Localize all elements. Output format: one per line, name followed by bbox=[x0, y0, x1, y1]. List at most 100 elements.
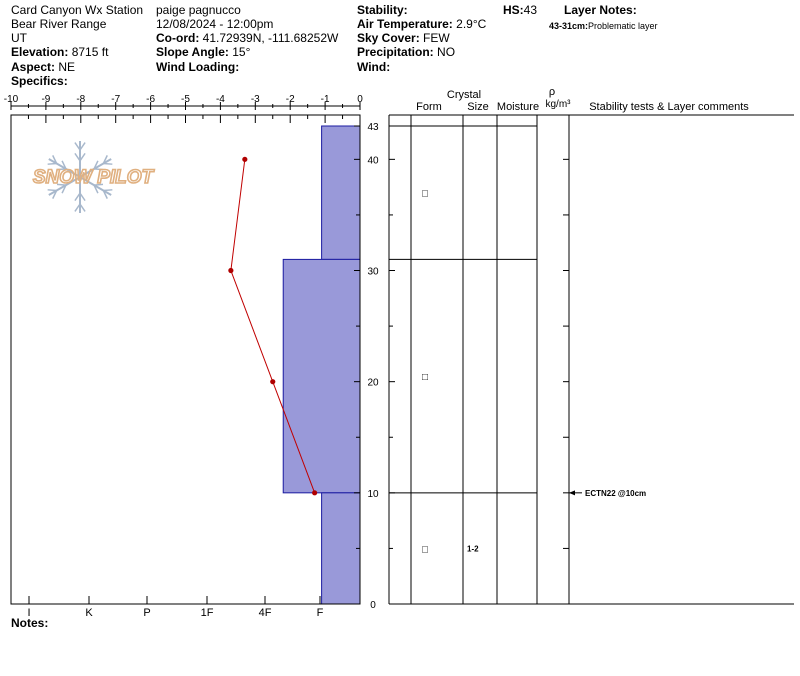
temp-tick-label: -7 bbox=[111, 94, 120, 105]
flake-branch bbox=[103, 162, 113, 165]
temp-tick-label: -3 bbox=[251, 94, 260, 105]
location-name: Card Canyon Wx Station bbox=[11, 3, 144, 17]
flake-arm bbox=[48, 158, 81, 178]
flake-branch bbox=[93, 160, 99, 170]
wind-loading-label: Wind Loading: bbox=[156, 60, 240, 74]
temp-tick-label: -5 bbox=[181, 94, 190, 105]
layer-notes-field: Layer Notes: bbox=[564, 3, 637, 17]
flake-branch bbox=[103, 189, 113, 192]
table-rows: □ □ □ 1-2 ECTN22 @10cm bbox=[389, 125, 646, 555]
depth-tick-label: 20 bbox=[367, 378, 379, 389]
depth-tick-label: 43 bbox=[367, 122, 379, 133]
depth-axis: 0 10 20 30 40 43 bbox=[354, 122, 569, 611]
precip-label: Precipitation: bbox=[357, 45, 434, 59]
temp-point bbox=[270, 379, 276, 385]
flake-branch bbox=[79, 192, 86, 202]
temp-tick-label: -9 bbox=[41, 94, 50, 105]
temperature-axis: -10 -9 -8 -7 -6 -5 -4 -3 -2 -1 0 bbox=[4, 94, 363, 123]
observation-datetime: 12/08/2024 - 12:00pm bbox=[156, 17, 274, 31]
flake-branch bbox=[52, 190, 58, 199]
stability-test-label: ECTN22 @10cm bbox=[585, 489, 646, 498]
layer-note: 43-31cm:Problematic layer bbox=[549, 19, 658, 33]
temp-point bbox=[312, 490, 318, 496]
temp-tick-label: -4 bbox=[216, 94, 225, 105]
depth-tick-label: 30 bbox=[367, 267, 379, 278]
specifics-label: Specifics: bbox=[11, 74, 68, 88]
depth-tick-label: 0 bbox=[370, 600, 376, 611]
temp-tick-label: -6 bbox=[146, 94, 155, 105]
temp-tick-label: 0 bbox=[357, 94, 363, 105]
logo-text: SNOW PILOT bbox=[33, 167, 155, 188]
air-temp-field: Air Temperature: 2.9°C bbox=[357, 17, 486, 31]
layer-form-symbol: □ bbox=[422, 372, 428, 383]
slope-label: Slope Angle: bbox=[156, 45, 229, 59]
hardness-tick-label: 1F bbox=[201, 607, 214, 619]
wind-loading-field: Wind Loading: bbox=[156, 60, 239, 74]
flake-branch bbox=[102, 155, 108, 164]
flake-branch bbox=[56, 183, 67, 186]
form-header: Form bbox=[416, 101, 442, 113]
flake-branch bbox=[74, 192, 81, 202]
snowpilot-logo: SNOW PILOT bbox=[32, 141, 155, 213]
hardness-tick-label: I bbox=[27, 607, 30, 619]
layer-note-range: 43-31cm: bbox=[549, 21, 589, 31]
specifics-field: Specifics: bbox=[11, 74, 68, 88]
temp-point bbox=[228, 267, 234, 274]
wind-field: Wind: bbox=[357, 60, 390, 74]
hardness-tick-label: K bbox=[85, 607, 93, 619]
temp-tick-label: -10 bbox=[4, 94, 19, 105]
layer-form-symbol: □ bbox=[422, 544, 428, 555]
temp-tick-label: -2 bbox=[286, 94, 295, 105]
sky-field: Sky Cover: FEW bbox=[357, 31, 450, 45]
sky-value: FEW bbox=[423, 31, 450, 45]
layer-table: Crystal Form Size Moisture ρ kg/m³ Stabi… bbox=[388, 86, 794, 605]
coord-value: 41.72939N, -111.68252W bbox=[202, 31, 339, 45]
aspect-label: Aspect: bbox=[11, 60, 56, 74]
stability-label: Stability: bbox=[357, 3, 408, 17]
precip-value: NO bbox=[437, 45, 456, 59]
flake-arm bbox=[48, 176, 81, 196]
notes-label: Notes: bbox=[11, 616, 49, 630]
observer-name: paige pagnucco bbox=[156, 3, 241, 17]
flake-branch bbox=[79, 203, 86, 212]
flake-branch bbox=[93, 184, 99, 194]
flake-branch bbox=[102, 190, 108, 199]
stability-header: Stability tests & Layer comments bbox=[589, 101, 749, 113]
stability-test-arrowhead bbox=[569, 490, 575, 496]
temp-line bbox=[230, 159, 316, 494]
wind-label: Wind: bbox=[357, 60, 391, 74]
temperature-profile bbox=[228, 156, 318, 496]
hardness-layers bbox=[282, 125, 361, 605]
flake-branch bbox=[79, 142, 86, 151]
aspect-field: Aspect: NE bbox=[11, 60, 75, 74]
layer-form-symbol: □ bbox=[422, 189, 428, 200]
stability-field: Stability: bbox=[357, 3, 408, 17]
flake-arm bbox=[79, 158, 112, 178]
state-name: UT bbox=[11, 31, 27, 45]
layer-size: 1-2 bbox=[467, 544, 479, 553]
size-header: Size bbox=[467, 101, 488, 113]
hardness-layer bbox=[321, 492, 361, 605]
flake-branch bbox=[56, 168, 67, 171]
coord-label: Co-ord: bbox=[156, 31, 200, 45]
flake-branch bbox=[93, 168, 104, 171]
flake-branch bbox=[93, 183, 104, 186]
layer-note-text: Problematic layer bbox=[588, 21, 658, 31]
coord-field: Co-ord: 41.72939N, -111.68252W bbox=[156, 31, 338, 45]
hs-value: 43 bbox=[523, 3, 538, 17]
air-temp-label: Air Temperature: bbox=[357, 17, 453, 31]
slope-value: 15° bbox=[232, 45, 251, 59]
flake-branch bbox=[61, 160, 67, 170]
elevation-field: Elevation: 8715 ft bbox=[11, 45, 108, 59]
range-name: Bear River Range bbox=[11, 17, 107, 31]
air-temp-value: 2.9°C bbox=[456, 17, 487, 31]
flake-branch bbox=[47, 189, 57, 192]
hardness-layer bbox=[321, 125, 361, 260]
density-unit: kg/m³ bbox=[546, 99, 572, 110]
temp-tick-label: -8 bbox=[76, 94, 85, 105]
hardness-tick-label: F bbox=[317, 607, 324, 619]
depth-tick-label: 40 bbox=[367, 155, 379, 166]
notes-field: Notes: bbox=[11, 616, 48, 630]
aspect-value: NE bbox=[58, 60, 76, 74]
